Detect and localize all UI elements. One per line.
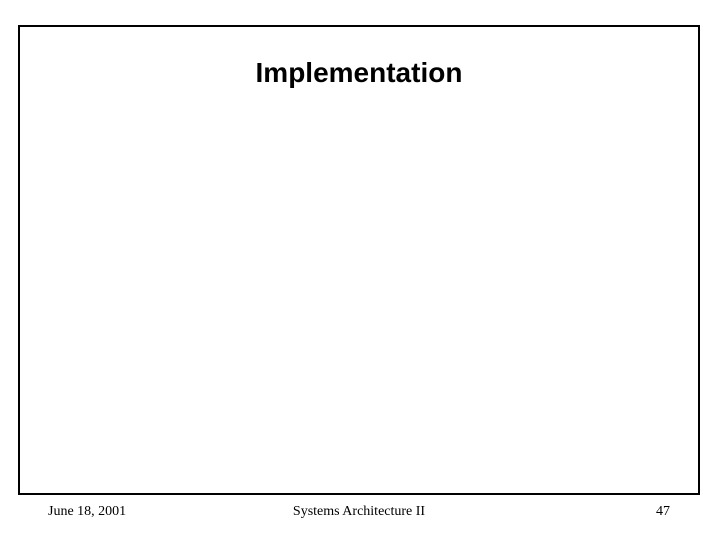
slide-frame: Implementation [18,25,700,495]
footer-page-number: 47 [656,504,670,520]
slide-title: Implementation [20,57,698,89]
footer-course: Systems Architecture II [18,504,700,520]
